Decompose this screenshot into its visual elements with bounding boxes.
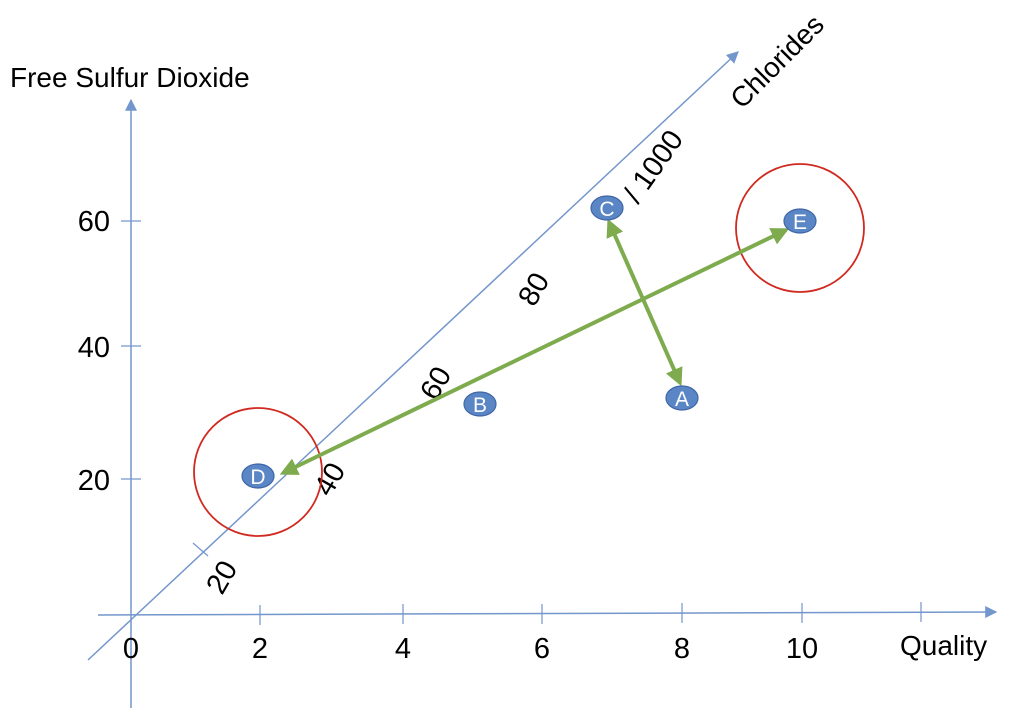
origin-label: 0 <box>123 633 139 665</box>
point-marker <box>590 195 624 221</box>
z-tick-label: 80 <box>512 268 556 312</box>
x-axis-line <box>97 606 998 619</box>
y-tick-label: 60 <box>78 206 110 238</box>
point-marker <box>463 391 497 417</box>
point-marker <box>665 385 699 411</box>
arrow-c-a <box>606 218 683 387</box>
x-tick-label: 8 <box>674 633 690 665</box>
z-tick-mark <box>192 542 209 557</box>
x-tick-label: 10 <box>786 633 818 665</box>
data-point-d: D <box>241 463 275 489</box>
x-tick-label: 4 <box>395 633 411 665</box>
y-tick-label: 40 <box>78 332 110 364</box>
z-tick-label: 40 <box>308 458 352 502</box>
point-label: D <box>250 466 265 489</box>
data-point-e: E <box>783 208 817 234</box>
x-axis-title: Quality <box>900 630 987 661</box>
y-tick-label: 20 <box>78 465 110 497</box>
tick-marks <box>121 220 922 625</box>
x-tick-label: 2 <box>252 633 268 665</box>
point-marker <box>241 463 275 489</box>
point-label: B <box>473 394 487 417</box>
arrow-d-e <box>279 228 790 475</box>
data-point-a: A <box>665 385 699 411</box>
point-label: E <box>793 211 807 234</box>
z-axis-scale-note: / 1000 <box>618 125 690 209</box>
point-marker <box>783 208 817 234</box>
z-tick-label: 20 <box>200 556 244 600</box>
data-point-c: C <box>590 195 624 221</box>
data-point-b: B <box>463 391 497 417</box>
z-axis-title: Chlorides <box>724 9 830 115</box>
y-axis-title: Free Sulfur Dioxide <box>10 62 250 93</box>
point-label: C <box>599 198 614 221</box>
point-label: A <box>675 388 689 411</box>
highlight-circle-e <box>735 163 865 293</box>
z-axis-line <box>87 51 739 661</box>
x-tick-label: 6 <box>534 633 550 665</box>
